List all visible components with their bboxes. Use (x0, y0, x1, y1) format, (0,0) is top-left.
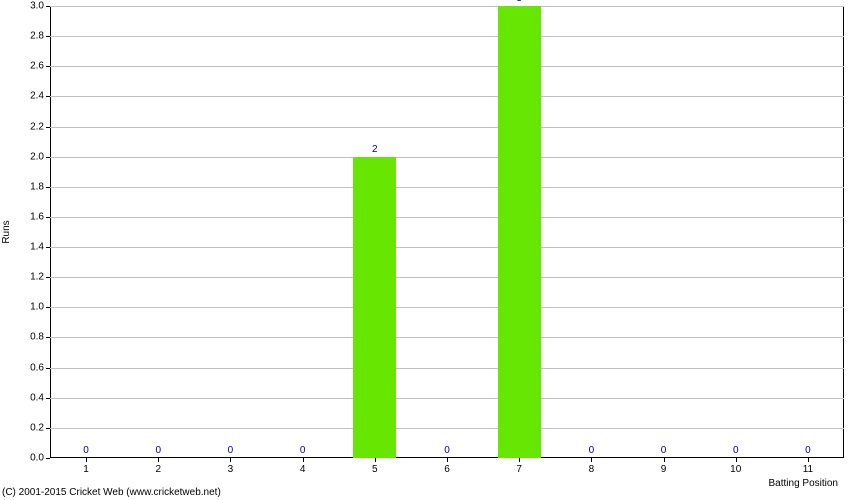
bar-value-label: 0 (300, 445, 306, 456)
y-tick (46, 66, 50, 67)
x-tick (375, 458, 376, 462)
y-tick (46, 458, 50, 459)
y-tick (46, 368, 50, 369)
y-tick-label: 1.4 (30, 242, 44, 253)
y-tick (46, 96, 50, 97)
y-tick (46, 398, 50, 399)
grid-line (50, 6, 844, 7)
x-tick (664, 458, 665, 462)
y-tick-label: 3.0 (30, 1, 44, 12)
y-tick (46, 6, 50, 7)
y-tick-label: 0.6 (30, 362, 44, 373)
grid-line (50, 368, 844, 369)
x-tick (230, 458, 231, 462)
y-tick (46, 127, 50, 128)
y-tick-label: 2.8 (30, 31, 44, 42)
y-tick-label: 2.6 (30, 61, 44, 72)
bar-value-label: 0 (589, 445, 595, 456)
x-tick (158, 458, 159, 462)
bar-value-label: 0 (228, 445, 234, 456)
x-tick-label: 10 (730, 464, 741, 475)
bar-value-label: 0 (155, 445, 161, 456)
x-tick (303, 458, 304, 462)
copyright-text: (C) 2001-2015 Cricket Web (www.cricketwe… (2, 487, 221, 498)
bar (498, 6, 541, 458)
bar-value-label: 2 (372, 144, 378, 155)
x-tick-label: 1 (83, 464, 89, 475)
bar-value-label: 0 (733, 445, 739, 456)
y-tick-label: 0.8 (30, 332, 44, 343)
grid-line (50, 247, 844, 248)
y-tick-label: 1.8 (30, 181, 44, 192)
x-tick-label: 2 (155, 464, 161, 475)
grid-line (50, 157, 844, 158)
x-tick (519, 458, 520, 462)
y-tick-label: 0.4 (30, 392, 44, 403)
x-tick (736, 458, 737, 462)
y-tick-label: 2.2 (30, 121, 44, 132)
y-tick-label: 2.0 (30, 151, 44, 162)
y-tick (46, 307, 50, 308)
grid-line (50, 398, 844, 399)
x-tick-label: 5 (372, 464, 378, 475)
y-tick-label: 0.2 (30, 422, 44, 433)
y-axis-title: Runs (1, 220, 12, 243)
grid-line (50, 277, 844, 278)
grid-line (50, 428, 844, 429)
grid-line (50, 66, 844, 67)
plot-area: 0.00.20.40.60.81.01.21.41.61.82.02.22.42… (50, 6, 844, 458)
grid-line (50, 337, 844, 338)
y-tick (46, 428, 50, 429)
x-tick-label: 11 (803, 464, 813, 475)
y-tick-label: 1.0 (30, 302, 44, 313)
grid-line (50, 96, 844, 97)
x-tick-label: 6 (444, 464, 450, 475)
bar (353, 157, 396, 458)
grid-line (50, 187, 844, 188)
y-tick-label: 1.2 (30, 272, 44, 283)
y-tick (46, 36, 50, 37)
x-tick-label: 3 (228, 464, 234, 475)
x-tick-label: 4 (300, 464, 306, 475)
y-tick-label: 0.0 (30, 453, 44, 464)
x-axis-title: Batting Position (769, 478, 839, 489)
bar-value-label: 3 (516, 0, 522, 4)
y-tick (46, 247, 50, 248)
grid-line (50, 127, 844, 128)
y-tick (46, 277, 50, 278)
x-tick (86, 458, 87, 462)
x-tick (591, 458, 592, 462)
bar-value-label: 0 (805, 445, 811, 456)
x-tick-label: 8 (589, 464, 595, 475)
bar-value-label: 0 (444, 445, 450, 456)
y-tick (46, 217, 50, 218)
bar-value-label: 0 (661, 445, 667, 456)
y-tick (46, 157, 50, 158)
chart-container: 0.0 0.2 0.4 0.6 0.8 1.0 1.2 1.4 1.6 1.8 2.0 2.2 2.4 2… (0, 0, 850, 500)
grid-line (50, 36, 844, 37)
y-tick (46, 187, 50, 188)
x-tick (808, 458, 809, 462)
x-tick-label: 7 (516, 464, 522, 475)
y-tick (46, 337, 50, 338)
grid-line (50, 217, 844, 218)
x-tick (447, 458, 448, 462)
y-tick-label: 2.4 (30, 91, 44, 102)
bar-value-label: 0 (83, 445, 89, 456)
x-tick-label: 9 (661, 464, 667, 475)
grid-line (50, 307, 844, 308)
y-tick-label: 1.6 (30, 211, 44, 222)
